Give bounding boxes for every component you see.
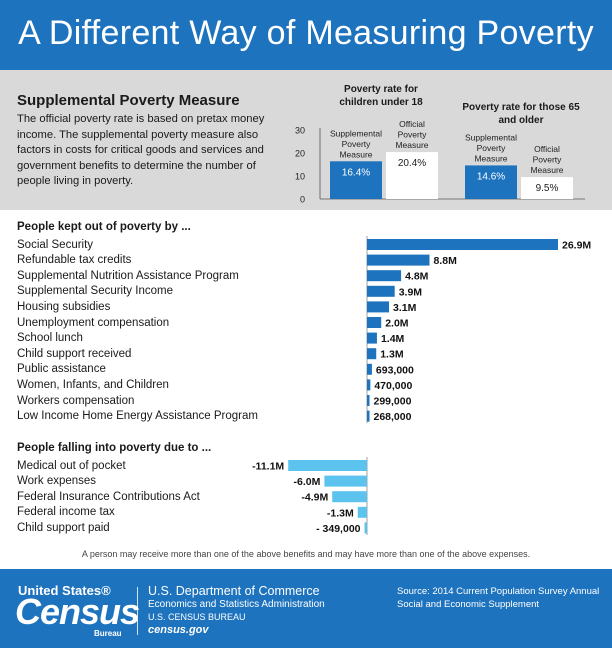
kept-bar (367, 348, 377, 360)
spm-title: Supplemental Poverty Measure (17, 92, 240, 109)
kept-bar (367, 379, 371, 391)
kept-category-label: Refundable tax credits (17, 254, 132, 267)
children-value-label: 16.4% (342, 167, 370, 178)
children-category-label: Poverty (342, 139, 372, 149)
kept-value-label: 3.1M (393, 302, 417, 314)
kept-category-label: Housing subsidies (17, 300, 111, 313)
kept-value-label: 3.9M (399, 286, 423, 298)
children-bar-official (386, 152, 438, 199)
kept-value-label: 8.8M (433, 255, 457, 267)
footer-banner: United States® Census Bureau U.S. Depart… (0, 569, 612, 648)
kept-bar (367, 270, 402, 282)
fall-value-label: - 349,000 (316, 523, 361, 535)
kept-bar (367, 254, 430, 266)
y-tick-label: 30 (295, 126, 305, 136)
logo-census: Census (15, 591, 140, 632)
kept-category-label: School lunch (17, 332, 83, 345)
kept-category-label: Supplemental Security Income (17, 285, 173, 298)
fall-category-label: Federal Insurance Contributions Act (17, 490, 200, 503)
kept-bar (367, 332, 377, 344)
fall-category-label: Medical out of pocket (17, 459, 126, 472)
poverty-rate-charts: 302010016.4%SupplementalPovertyMeasure20… (295, 119, 585, 205)
elderly-category-label: Measure (474, 153, 507, 163)
falling-into-title: People falling into poverty due to ... (17, 442, 212, 454)
spm-description: The official poverty rate is based on pr… (17, 113, 265, 187)
fall-category-label: Child support paid (17, 521, 110, 534)
fall-bar (332, 491, 367, 503)
kept-category-label: Women, Infants, and Children (17, 378, 169, 391)
fall-category-label: Work expenses (17, 475, 97, 488)
elderly-chart-title: Poverty rate for those 65 and older (462, 102, 580, 126)
kept-bar (367, 410, 370, 422)
kept-bar (367, 301, 390, 313)
dept-census-bureau: U.S. CENSUS BUREAU (148, 612, 246, 622)
footer-divider (137, 587, 138, 635)
elderly-value-label: 14.6% (477, 171, 505, 182)
y-tick-label: 20 (295, 149, 305, 159)
children-value-label: 20.4% (398, 158, 426, 169)
kept-value-label: 4.8M (405, 271, 429, 283)
kept-bar (367, 239, 558, 250)
y-tick-label: 0 (300, 195, 305, 205)
fall-value-label: -6.0M (294, 476, 321, 488)
children-category-label: Official (399, 119, 425, 129)
dept-esa: Economics and Statistics Administration (148, 599, 325, 610)
children-chart-title: Poverty rate for children under 18 (339, 84, 423, 108)
fall-value-label: -1.3M (327, 507, 354, 519)
footnote: A person may receive more than one of th… (81, 549, 531, 559)
kept-bar (367, 317, 382, 328)
kept-category-label: Low Income Home Energy Assistance Progra… (17, 410, 258, 423)
kept-out-title: People kept out of poverty by ... (17, 221, 191, 233)
kept-bar (367, 363, 372, 375)
elderly-bar-official (521, 177, 573, 199)
kept-value-label: 26.9M (562, 240, 591, 252)
fall-value-label: -4.9M (301, 492, 328, 504)
page-title: A Different Way of Measuring Poverty (18, 14, 594, 52)
logo-united-states: United States® (18, 583, 111, 598)
kept-category-label: Workers compensation (17, 394, 135, 407)
source-note: Source: 2014 Current Population Survey A… (397, 586, 600, 610)
children-category-label: Poverty (398, 130, 428, 140)
kept-category-label: Public assistance (17, 363, 106, 376)
kept-category-label: Unemployment compensation (17, 316, 170, 329)
kept-value-label: 470,000 (374, 380, 412, 392)
kept-value-label: 1.3M (380, 349, 404, 361)
kept-value-label: 1.4M (381, 333, 405, 345)
children-category-label: Supplemental (330, 128, 382, 138)
fall-value-label: -11.1M (252, 461, 284, 473)
elderly-bar-spm (465, 165, 517, 199)
fall-bar (364, 522, 367, 534)
kept-category-label: Social Security (17, 238, 94, 251)
y-tick-label: 10 (295, 172, 305, 182)
kept-category-label: Child support received (17, 347, 132, 360)
kept-bar (367, 395, 370, 406)
dept-name: U.S. Department of Commerce (148, 584, 320, 598)
kept-value-label: 2.0M (385, 318, 409, 330)
children-bar-spm (330, 161, 382, 199)
fall-category-label: Federal income tax (17, 506, 115, 519)
fall-bar (357, 506, 367, 518)
header-banner: A Different Way of Measuring Poverty (0, 0, 612, 70)
kept-bar (367, 285, 395, 297)
benefits-expenses-chart: 26.9M 8.8M 4.8M 3.9M 3.1M 2.0M 1.4M 1.3M 693,000… (252, 236, 591, 535)
elderly-category-label: Poverty (533, 155, 563, 165)
children-category-label: Measure (339, 149, 372, 159)
elderly-category-label: Poverty (477, 143, 507, 153)
kept-category-label: Supplemental Nutrition Assistance Progra… (17, 269, 239, 282)
elderly-value-label: 9.5% (536, 183, 559, 194)
logo-bureau: Bureau (94, 629, 122, 638)
kept-value-label: 299,000 (374, 396, 412, 408)
kept-value-label: 268,000 (374, 411, 412, 423)
spm-panel: Supplemental Poverty Measure The officia… (0, 70, 612, 210)
children-category-label: Measure (395, 140, 428, 150)
fall-bar (288, 460, 367, 471)
elderly-category-label: Official (534, 144, 560, 154)
fall-bar (324, 475, 367, 487)
census-gov-link[interactable]: census.gov (148, 624, 209, 636)
elderly-category-label: Measure (530, 165, 563, 175)
elderly-category-label: Supplemental (465, 132, 517, 142)
kept-value-label: 693,000 (376, 364, 414, 376)
